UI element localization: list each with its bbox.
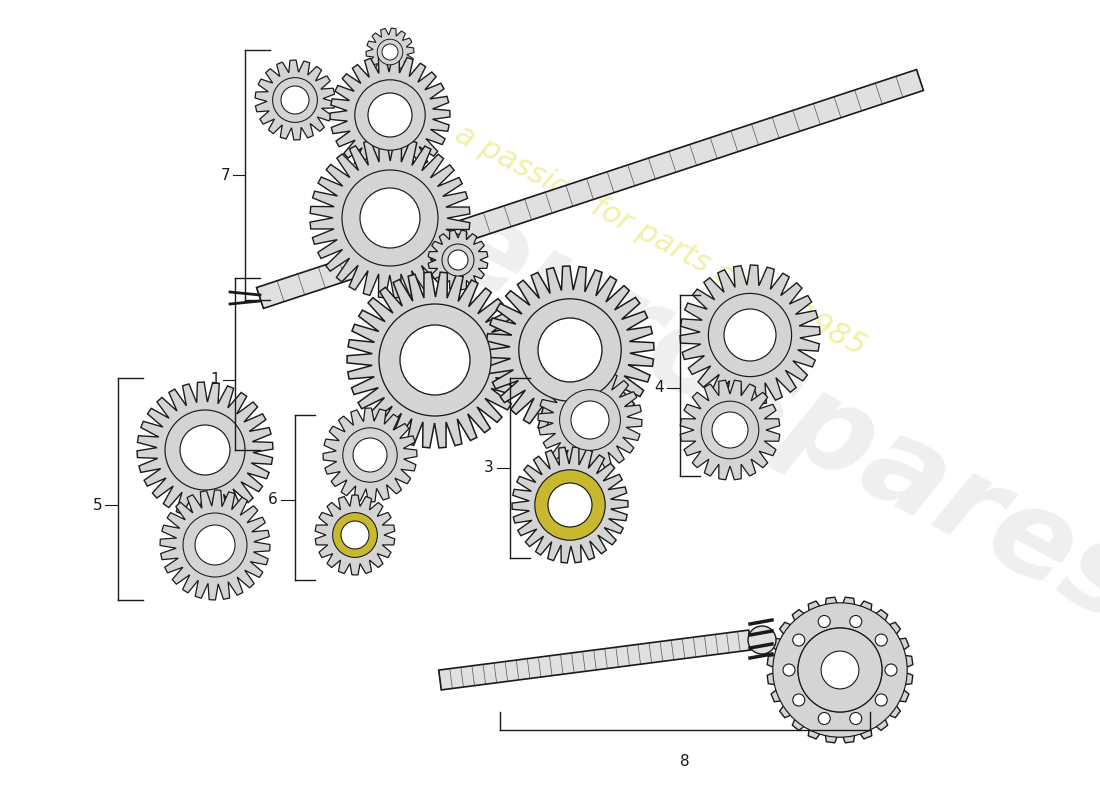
- Circle shape: [876, 634, 888, 646]
- Polygon shape: [680, 265, 820, 405]
- Polygon shape: [256, 70, 924, 309]
- Circle shape: [341, 521, 368, 549]
- Circle shape: [382, 44, 398, 60]
- Polygon shape: [323, 408, 417, 502]
- Circle shape: [368, 93, 412, 137]
- Circle shape: [360, 188, 420, 248]
- Circle shape: [343, 428, 397, 482]
- Circle shape: [195, 525, 235, 565]
- Polygon shape: [512, 447, 628, 563]
- Polygon shape: [255, 60, 336, 140]
- Text: 6: 6: [268, 493, 278, 507]
- Polygon shape: [428, 230, 487, 290]
- Circle shape: [377, 39, 403, 65]
- Circle shape: [519, 299, 621, 402]
- Circle shape: [748, 626, 775, 654]
- Circle shape: [701, 402, 759, 459]
- Circle shape: [821, 651, 859, 689]
- Circle shape: [783, 664, 795, 676]
- Polygon shape: [346, 272, 522, 448]
- Circle shape: [183, 513, 248, 577]
- Circle shape: [793, 634, 805, 646]
- Circle shape: [850, 615, 861, 627]
- Circle shape: [165, 410, 245, 490]
- Polygon shape: [316, 495, 395, 575]
- Circle shape: [355, 80, 426, 150]
- Polygon shape: [138, 382, 273, 518]
- Polygon shape: [330, 55, 450, 175]
- Text: 5: 5: [92, 498, 102, 513]
- Circle shape: [400, 325, 470, 395]
- Circle shape: [724, 309, 776, 361]
- Circle shape: [798, 628, 882, 712]
- Circle shape: [379, 304, 491, 416]
- Circle shape: [273, 78, 318, 122]
- Polygon shape: [310, 138, 470, 298]
- Text: a passion for parts since 1985: a passion for parts since 1985: [450, 119, 870, 361]
- Text: 1: 1: [210, 373, 220, 387]
- Circle shape: [342, 170, 438, 266]
- Circle shape: [850, 713, 861, 725]
- Circle shape: [560, 390, 620, 450]
- Circle shape: [280, 86, 309, 114]
- Text: 3: 3: [484, 461, 494, 475]
- Circle shape: [886, 664, 896, 676]
- Circle shape: [818, 615, 830, 627]
- Text: 4: 4: [654, 381, 664, 395]
- Circle shape: [442, 244, 474, 276]
- Circle shape: [793, 694, 805, 706]
- Circle shape: [332, 513, 377, 558]
- Circle shape: [712, 412, 748, 448]
- Circle shape: [818, 713, 830, 725]
- Polygon shape: [160, 490, 270, 600]
- Circle shape: [180, 425, 230, 475]
- Circle shape: [548, 483, 592, 527]
- Circle shape: [708, 294, 792, 377]
- Polygon shape: [366, 28, 414, 76]
- Circle shape: [535, 470, 605, 540]
- Text: 8: 8: [680, 754, 690, 769]
- Polygon shape: [538, 368, 642, 472]
- Polygon shape: [767, 597, 913, 743]
- Text: eurospares: eurospares: [424, 183, 1100, 649]
- Circle shape: [773, 603, 908, 738]
- Polygon shape: [439, 630, 751, 690]
- Circle shape: [538, 318, 602, 382]
- Circle shape: [798, 628, 882, 712]
- Circle shape: [571, 401, 609, 439]
- Polygon shape: [680, 380, 780, 480]
- Text: 7: 7: [220, 167, 230, 182]
- Polygon shape: [486, 266, 654, 434]
- Circle shape: [876, 694, 888, 706]
- Circle shape: [353, 438, 387, 472]
- Circle shape: [448, 250, 468, 270]
